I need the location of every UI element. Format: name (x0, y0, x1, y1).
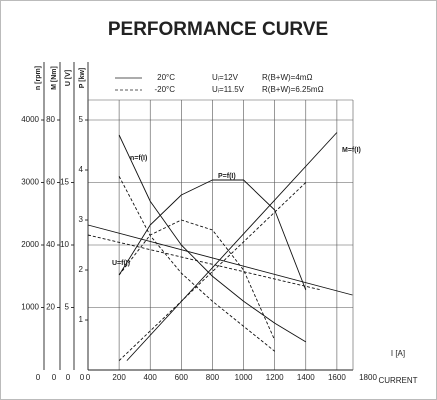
legend-voltage: Uᵢ=12V (212, 73, 239, 82)
x-tick-label: 1200 (266, 373, 284, 382)
x-tick-label: 600 (175, 373, 189, 382)
x-tick-label: 1000 (235, 373, 253, 382)
y-tick-label: 2 (79, 265, 84, 274)
curve-label: M=f(I) (342, 147, 361, 154)
legend-resistance: R(B+W)=4mΩ (262, 73, 312, 82)
curve-label: P=f(I) (218, 173, 236, 180)
y-tick-label: 0 (52, 373, 57, 382)
curve (118, 182, 307, 361)
curve (118, 134, 307, 343)
y-tick-label: 0 (80, 373, 85, 382)
y-tick-label: 4000 (21, 115, 39, 124)
x-axis-label: I [A] (391, 349, 405, 358)
curve-label: n=f(I) (130, 155, 147, 162)
y-tick-label: 2000 (21, 240, 39, 249)
y-tick-label: 0 (36, 373, 41, 382)
y-axis-label: U [V] (65, 70, 72, 86)
x-axis-label-2: CURRENT (378, 376, 417, 385)
y-tick-label: 5 (65, 303, 70, 312)
x-tick-label: 1600 (328, 373, 346, 382)
x-tick-label: 1800 (359, 373, 377, 382)
y-tick-label: 10 (60, 240, 69, 249)
y-axis-label: n [rpm] (35, 66, 42, 90)
x-tick-label: 0 (86, 373, 91, 382)
legend-resistance: R(B+W)=6.25mΩ (262, 85, 324, 94)
y-tick-label: 1 (79, 315, 84, 324)
curve (118, 179, 307, 291)
y-tick-label: 4 (79, 165, 84, 174)
y-tick-label: 60 (46, 178, 55, 187)
y-tick-label: 40 (46, 240, 55, 249)
curve (87, 224, 353, 296)
curve-label: U=f(I) (112, 260, 130, 267)
y-tick-label: 3000 (21, 178, 39, 187)
x-tick-label: 400 (144, 373, 158, 382)
y-tick-label: 20 (46, 303, 55, 312)
curve (118, 176, 275, 352)
x-tick-label: 200 (112, 373, 126, 382)
y-axis-label: M [Nm] (51, 66, 58, 90)
x-tick-label: 1400 (297, 373, 315, 382)
curve (126, 132, 338, 361)
y-tick-label: 5 (79, 115, 84, 124)
curve (118, 219, 276, 341)
y-tick-label: 80 (46, 115, 55, 124)
y-tick-label: 1000 (21, 303, 39, 312)
y-tick-label: 3 (79, 215, 84, 224)
y-axis-label: P [kw] (79, 68, 86, 89)
y-tick-label: 0 (66, 373, 71, 382)
x-tick-label: 800 (206, 373, 220, 382)
y-tick-label: 15 (60, 178, 69, 187)
legend-voltage: Uᵢ=11.5V (212, 85, 245, 94)
legend-label: -20°C (154, 85, 175, 94)
chart-title: PERFORMANCE CURVE (108, 19, 328, 40)
legend-label: 20°C (157, 73, 175, 82)
